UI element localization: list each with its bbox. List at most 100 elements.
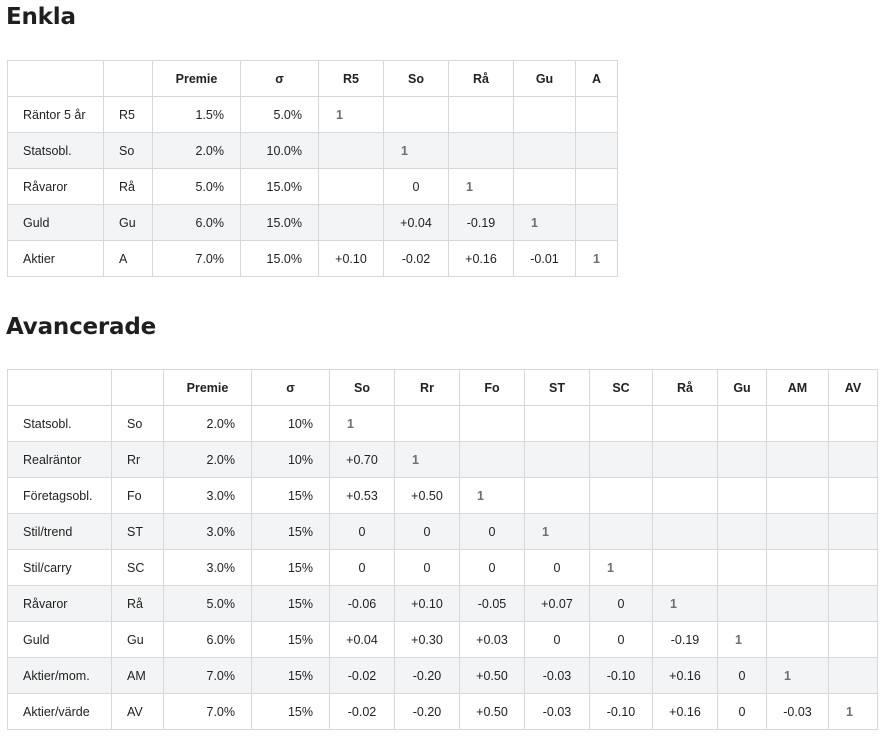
correlation-cell xyxy=(318,204,384,241)
correlation-cell xyxy=(766,405,829,442)
asset-name: Guld xyxy=(7,204,104,241)
column-header: ST xyxy=(524,369,590,406)
correlation-cell: -0.06 xyxy=(329,585,395,622)
sigma-value: 15.0% xyxy=(240,204,319,241)
correlation-cell xyxy=(513,168,576,205)
correlation-cell xyxy=(828,441,878,478)
correlation-cell: -0.05 xyxy=(459,585,525,622)
correlation-cell xyxy=(575,168,618,205)
asset-name: Aktier xyxy=(7,240,104,277)
correlation-cell: 1 xyxy=(652,585,718,622)
asset-code: A xyxy=(103,240,153,277)
table-row: Räntor 5 år R5 1.5% 5.0% 1 xyxy=(7,96,618,133)
sigma-value: 15.0% xyxy=(240,168,319,205)
column-header xyxy=(7,369,112,406)
correlation-cell xyxy=(766,621,829,658)
table-header-row: Premie σ R5 So Rå Gu A xyxy=(7,60,618,97)
correlation-cell xyxy=(828,513,878,550)
correlation-cell: -0.19 xyxy=(652,621,718,658)
correlation-cell: -0.19 xyxy=(448,204,514,241)
table-header-row: Premie σ So Rr Fo ST SC Rå Gu AM AV xyxy=(7,369,878,406)
correlation-cell xyxy=(448,132,514,169)
column-header: Gu xyxy=(513,60,576,97)
correlation-cell: -0.20 xyxy=(394,693,460,730)
sigma-value: 15% xyxy=(251,693,330,730)
correlation-cell xyxy=(513,96,576,133)
asset-name: Statsobl. xyxy=(7,405,112,442)
correlation-cell xyxy=(448,96,514,133)
correlation-cell: +0.16 xyxy=(448,240,514,277)
premium-value: 6.0% xyxy=(152,204,241,241)
premium-value: 2.0% xyxy=(163,405,252,442)
section-title-enkla: Enkla xyxy=(6,4,76,30)
asset-name: Guld xyxy=(7,621,112,658)
asset-code: So xyxy=(111,405,164,442)
correlation-cell: 1 xyxy=(589,549,653,586)
correlation-cell: 1 xyxy=(513,204,576,241)
premium-value: 5.0% xyxy=(163,585,252,622)
correlation-cell: +0.04 xyxy=(383,204,449,241)
correlation-table-avancerade: Premie σ So Rr Fo ST SC Rå Gu AM AV Statsobl. So 2.0… xyxy=(7,369,878,730)
correlation-cell xyxy=(652,405,718,442)
correlation-cell xyxy=(513,132,576,169)
column-header: Premie xyxy=(152,60,241,97)
correlation-cell xyxy=(652,513,718,550)
correlation-cell xyxy=(717,441,767,478)
asset-code: SC xyxy=(111,549,164,586)
correlation-cell xyxy=(394,405,460,442)
column-header xyxy=(111,369,164,406)
correlation-cell: +0.53 xyxy=(329,477,395,514)
correlation-cell: -0.03 xyxy=(766,693,829,730)
correlation-cell: 0 xyxy=(524,549,590,586)
asset-code: Gu xyxy=(111,621,164,658)
premium-value: 5.0% xyxy=(152,168,241,205)
correlation-cell xyxy=(589,441,653,478)
correlation-cell: 0 xyxy=(383,168,449,205)
asset-code: AV xyxy=(111,693,164,730)
table-row: Aktier/värde AV 7.0% 15% -0.02 -0.20 +0.50 -0.0… xyxy=(7,693,878,730)
correlation-cell: 0 xyxy=(589,621,653,658)
correlation-cell: -0.02 xyxy=(329,693,395,730)
premium-value: 2.0% xyxy=(163,441,252,478)
correlation-cell: -0.02 xyxy=(329,657,395,694)
column-header xyxy=(7,60,104,97)
correlation-cell: +0.07 xyxy=(524,585,590,622)
asset-name: Räntor 5 år xyxy=(7,96,104,133)
sigma-value: 10% xyxy=(251,441,330,478)
asset-name: Råvaror xyxy=(7,168,104,205)
correlation-cell: 0 xyxy=(459,513,525,550)
table-row: Realräntor Rr 2.0% 10% +0.70 1 xyxy=(7,441,878,478)
correlation-cell xyxy=(589,405,653,442)
table-row: Företagsobl. Fo 3.0% 15% +0.53 +0.50 1 xyxy=(7,477,878,514)
column-header: Gu xyxy=(717,369,767,406)
premium-value: 1.5% xyxy=(152,96,241,133)
column-header: Rå xyxy=(448,60,514,97)
correlation-cell: 1 xyxy=(717,621,767,658)
column-header: So xyxy=(329,369,395,406)
correlation-cell: +0.16 xyxy=(652,657,718,694)
asset-code: Rå xyxy=(103,168,153,205)
correlation-cell: -0.02 xyxy=(383,240,449,277)
correlation-cell xyxy=(318,132,384,169)
correlation-cell: 0 xyxy=(717,693,767,730)
sigma-value: 15% xyxy=(251,513,330,550)
correlation-cell: 1 xyxy=(575,240,618,277)
asset-name: Stil/trend xyxy=(7,513,112,550)
correlation-cell xyxy=(828,621,878,658)
correlation-cell xyxy=(652,477,718,514)
column-header: So xyxy=(383,60,449,97)
premium-value: 3.0% xyxy=(163,549,252,586)
correlation-cell: +0.10 xyxy=(318,240,384,277)
correlation-cell: -0.01 xyxy=(513,240,576,277)
table-row: Stil/carry SC 3.0% 15% 0 0 0 0 1 xyxy=(7,549,878,586)
correlation-cell xyxy=(589,513,653,550)
column-header: R5 xyxy=(318,60,384,97)
correlation-cell xyxy=(524,405,590,442)
correlation-cell: +0.10 xyxy=(394,585,460,622)
sigma-value: 15% xyxy=(251,585,330,622)
correlation-cell xyxy=(766,441,829,478)
asset-code: Rr xyxy=(111,441,164,478)
sigma-value: 5.0% xyxy=(240,96,319,133)
table-row: Guld Gu 6.0% 15.0% +0.04 -0.19 1 xyxy=(7,204,618,241)
correlation-cell: +0.16 xyxy=(652,693,718,730)
